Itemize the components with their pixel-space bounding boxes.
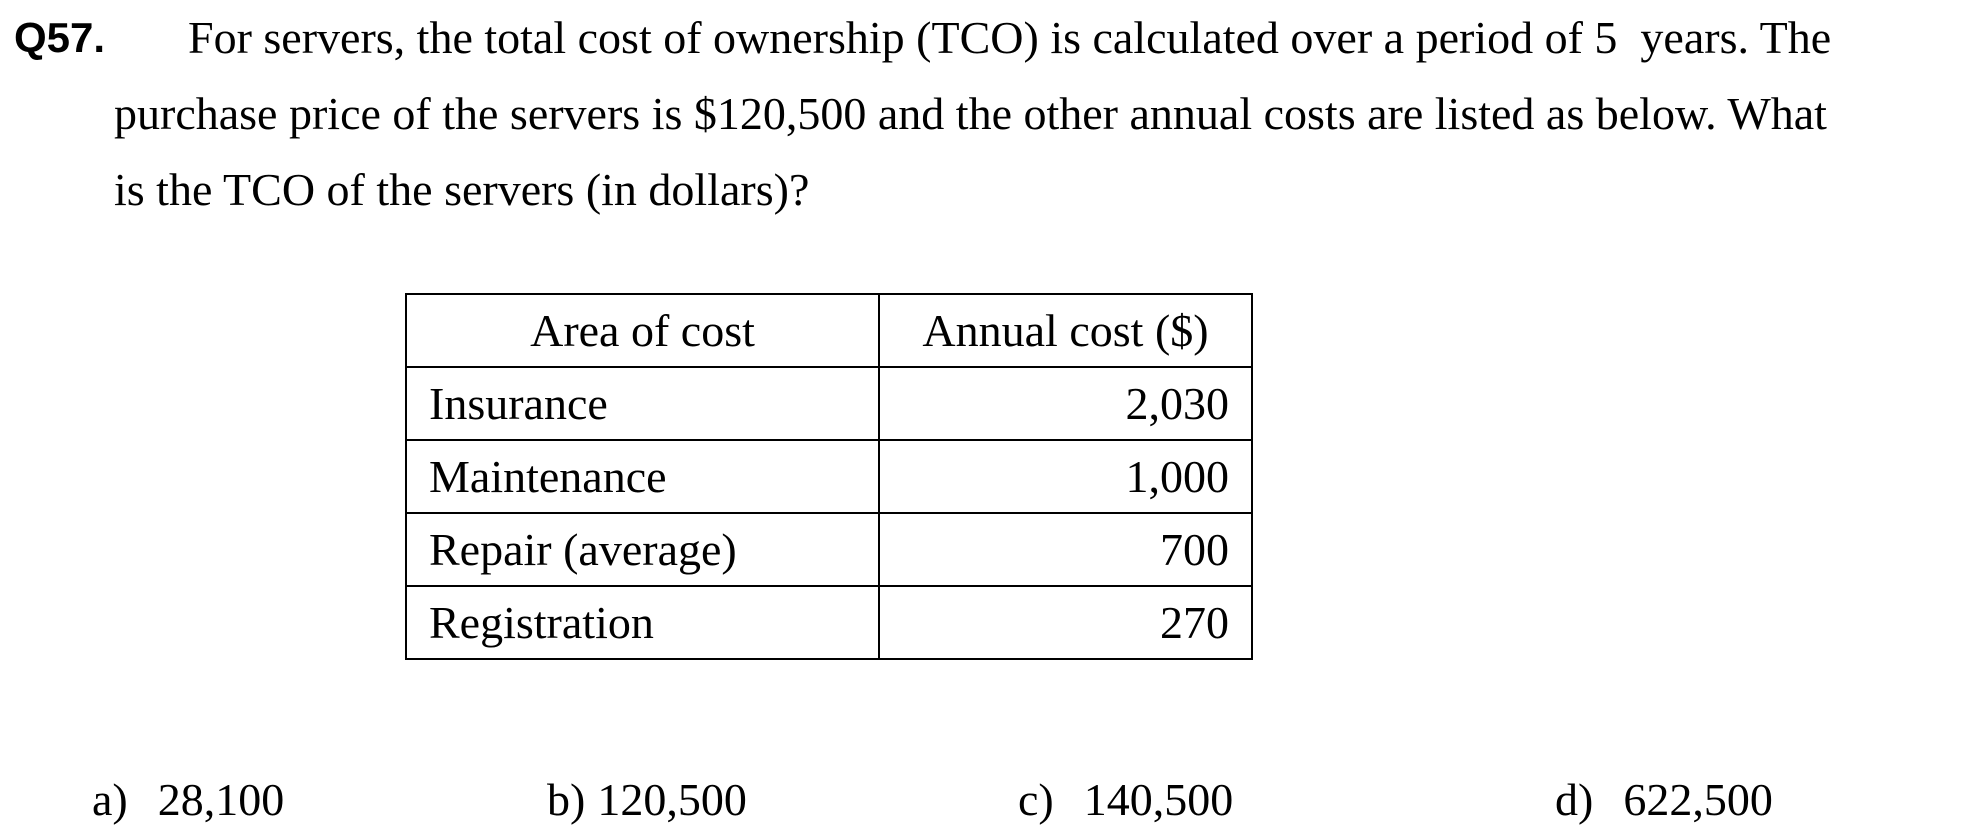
option-label: b) xyxy=(547,774,586,825)
table-row: Insurance 2,030 xyxy=(405,366,1253,441)
cost-area-cell: Repair (average) xyxy=(405,512,880,587)
option-value: 28,100 xyxy=(157,774,285,825)
option-c[interactable]: c) 140,500 xyxy=(1018,770,1233,830)
option-label: d) xyxy=(1555,774,1594,825)
option-value: 140,500 xyxy=(1083,774,1234,825)
question-text-line-2: purchase price of the servers is $120,50… xyxy=(114,88,1827,139)
cost-value-cell: 2,030 xyxy=(878,366,1253,441)
cost-value-cell: 270 xyxy=(878,585,1253,660)
option-value: 622,500 xyxy=(1623,774,1773,825)
table-row: Maintenance 1,000 xyxy=(405,439,1253,514)
table-header-row: Area of cost Annual cost ($) xyxy=(405,293,1253,368)
header-area-of-cost: Area of cost xyxy=(405,293,880,368)
option-a[interactable]: a) 28,100 xyxy=(92,770,284,830)
annual-cost-table: Area of cost Annual cost ($) Insurance 2… xyxy=(405,293,1253,660)
option-b[interactable]: b) 120,500 xyxy=(547,770,747,830)
table-row: Repair (average) 700 xyxy=(405,512,1253,587)
question-text-line-1: For servers, the total cost of ownership… xyxy=(188,12,1832,63)
option-value: 120,500 xyxy=(597,774,747,825)
cost-area-cell: Insurance xyxy=(405,366,880,441)
cost-value-cell: 700 xyxy=(878,512,1253,587)
header-annual-cost: Annual cost ($) xyxy=(878,293,1253,368)
question-text-line-3: is the TCO of the servers (in dollars)? xyxy=(114,164,810,215)
cost-area-cell: Registration xyxy=(405,585,880,660)
cost-value-cell: 1,000 xyxy=(878,439,1253,514)
option-d[interactable]: d) 622,500 xyxy=(1555,770,1773,830)
cost-area-cell: Maintenance xyxy=(405,439,880,514)
table-row: Registration 270 xyxy=(405,585,1253,660)
option-label: c) xyxy=(1018,774,1054,825)
question-number: Q57. xyxy=(14,14,106,61)
option-label: a) xyxy=(92,774,128,825)
